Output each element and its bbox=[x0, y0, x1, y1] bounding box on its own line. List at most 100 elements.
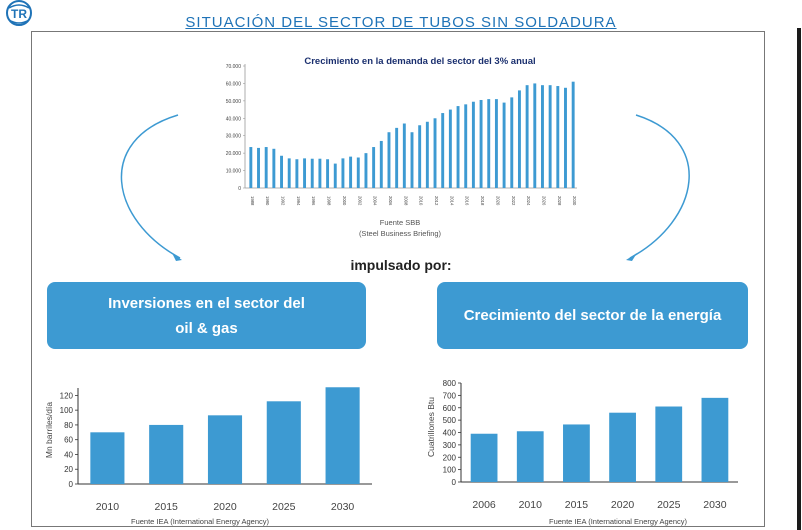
connector-text: impulsado por: bbox=[350, 257, 452, 273]
main-x-tick-label: 2022 bbox=[511, 196, 516, 206]
main-x-tick-label: 1994 bbox=[296, 196, 301, 206]
chart-title: Crecimiento en la demanda del sector del… bbox=[304, 56, 535, 67]
main-bar bbox=[387, 132, 391, 188]
y-tick-label: 600 bbox=[443, 404, 457, 413]
content-frame bbox=[31, 31, 765, 527]
main-y-tick-label: 0 bbox=[238, 186, 241, 192]
y-tick-label: 100 bbox=[443, 466, 457, 475]
main-chart-source-detail: (Steel Business Briefing) bbox=[359, 229, 442, 238]
main-bar bbox=[533, 83, 537, 188]
main-bar bbox=[280, 155, 283, 188]
main-y-tick-label: 60.000 bbox=[226, 81, 242, 87]
main-bar bbox=[402, 123, 406, 188]
main-bar bbox=[272, 148, 276, 188]
main-x-tick-label: 1996 bbox=[311, 196, 316, 206]
energy-chart-ylabel: Cuatrillones Btu bbox=[426, 397, 436, 457]
main-y-tick-label: 40.000 bbox=[226, 116, 242, 122]
oil-chart-plot: 0 20 40 60 80 100 120 2010 2015 2020 2025 2030 bbox=[60, 387, 372, 513]
main-x-tick-label: 2030 bbox=[572, 196, 577, 206]
main-x-tick-label: 2016 bbox=[465, 196, 470, 206]
energy-chart-plot: 0 100 200 300 400 500 600 700 800 2006 2010 2015 202… bbox=[443, 379, 738, 511]
main-bar bbox=[326, 159, 330, 188]
right-arrowhead-icon bbox=[626, 253, 637, 261]
main-bar bbox=[541, 85, 544, 188]
main-bar bbox=[249, 147, 253, 188]
main-x-tick-label: 2004 bbox=[373, 196, 378, 206]
main-bar bbox=[494, 99, 498, 188]
bar bbox=[149, 424, 184, 484]
main-x-tick-label: 2010 bbox=[419, 196, 424, 206]
y-tick-label: 40 bbox=[64, 450, 73, 459]
page-title: SITUACIÓN DEL SECTOR DE TUBOS SIN SOLDAD… bbox=[185, 14, 617, 31]
main-bar bbox=[418, 125, 422, 188]
main-bar bbox=[548, 85, 552, 188]
y-tick-label: 120 bbox=[60, 391, 74, 400]
main-x-tick-label: 2014 bbox=[449, 196, 454, 206]
main-bar bbox=[441, 113, 445, 188]
main-x-tick-label: 2028 bbox=[557, 196, 562, 206]
main-bar bbox=[264, 147, 268, 188]
callout-energy-label: Crecimiento del sector de la energía bbox=[463, 307, 722, 324]
y-tick-label: 100 bbox=[60, 406, 74, 415]
main-y-tick-label: 10.000 bbox=[226, 169, 242, 175]
main-bar bbox=[502, 102, 506, 188]
main-bar bbox=[433, 118, 437, 188]
y-tick-label: 80 bbox=[64, 421, 73, 430]
energy-chart-source: Fuente IEA (International Energy Agency) bbox=[549, 517, 688, 526]
bar bbox=[470, 433, 498, 482]
x-tick-label: 2030 bbox=[703, 499, 727, 511]
main-bar bbox=[303, 158, 307, 188]
y-tick-label: 0 bbox=[69, 480, 74, 489]
main-x-tick-label: 2006 bbox=[388, 196, 393, 206]
x-tick-label: 2025 bbox=[657, 499, 681, 511]
callout-oil-gas-label: Inversiones en el sector del oil & gas bbox=[108, 294, 305, 337]
main-bar bbox=[487, 99, 491, 188]
logo-text: TR bbox=[11, 7, 27, 21]
main-bar bbox=[571, 81, 575, 188]
main-bar bbox=[395, 127, 399, 188]
main-x-tick-label: 2008 bbox=[403, 196, 408, 206]
x-tick-label: 2030 bbox=[331, 501, 355, 513]
main-x-tick-label: 2002 bbox=[357, 196, 362, 206]
y-tick-label: 500 bbox=[443, 416, 457, 425]
main-bar bbox=[525, 85, 529, 188]
main-bar bbox=[295, 159, 299, 188]
right-edge-bar bbox=[797, 28, 801, 530]
x-tick-label: 2015 bbox=[155, 501, 179, 513]
main-x-tick-label: 2026 bbox=[541, 196, 546, 206]
main-bar bbox=[257, 147, 260, 188]
bar bbox=[516, 431, 544, 482]
main-bar bbox=[425, 121, 429, 188]
bar bbox=[701, 397, 729, 482]
main-bar bbox=[479, 99, 483, 188]
y-tick-label: 200 bbox=[443, 453, 457, 462]
y-tick-label: 800 bbox=[443, 379, 457, 388]
bar bbox=[90, 432, 125, 484]
main-y-tick-label: 30.000 bbox=[226, 134, 242, 140]
bar bbox=[563, 424, 590, 482]
main-x-tick-label: 2018 bbox=[480, 196, 485, 206]
main-bar bbox=[564, 87, 567, 188]
main-bar bbox=[318, 158, 322, 188]
bar bbox=[609, 412, 636, 482]
main-x-tick-label: 1992 bbox=[281, 196, 286, 206]
main-bar bbox=[287, 158, 291, 188]
main-bar bbox=[471, 101, 475, 188]
main-y-tick-label: 50.000 bbox=[226, 99, 242, 105]
main-bar bbox=[464, 104, 468, 188]
main-x-tick-label: 2024 bbox=[526, 196, 531, 206]
left-curved-arrow bbox=[120, 114, 181, 259]
main-chart-plot: 0 10.000 20.000 30.000 40.000 50.000 60.000 70.… bbox=[226, 64, 577, 206]
oil-chart-source: Fuente IEA (International Energy Agency) bbox=[131, 517, 270, 526]
left-arrowhead-icon bbox=[172, 253, 182, 261]
main-bar bbox=[556, 86, 560, 188]
oil-chart-ylabel: Mn barriles/día bbox=[44, 402, 54, 458]
y-tick-label: 300 bbox=[443, 441, 457, 450]
y-tick-label: 400 bbox=[443, 429, 457, 438]
callout-energy: Crecimiento del sector de la energía bbox=[437, 282, 748, 349]
main-bar bbox=[448, 109, 452, 188]
main-x-tick-label: 1988 bbox=[250, 196, 255, 206]
main-bar bbox=[341, 158, 345, 188]
main-bar bbox=[364, 153, 368, 188]
